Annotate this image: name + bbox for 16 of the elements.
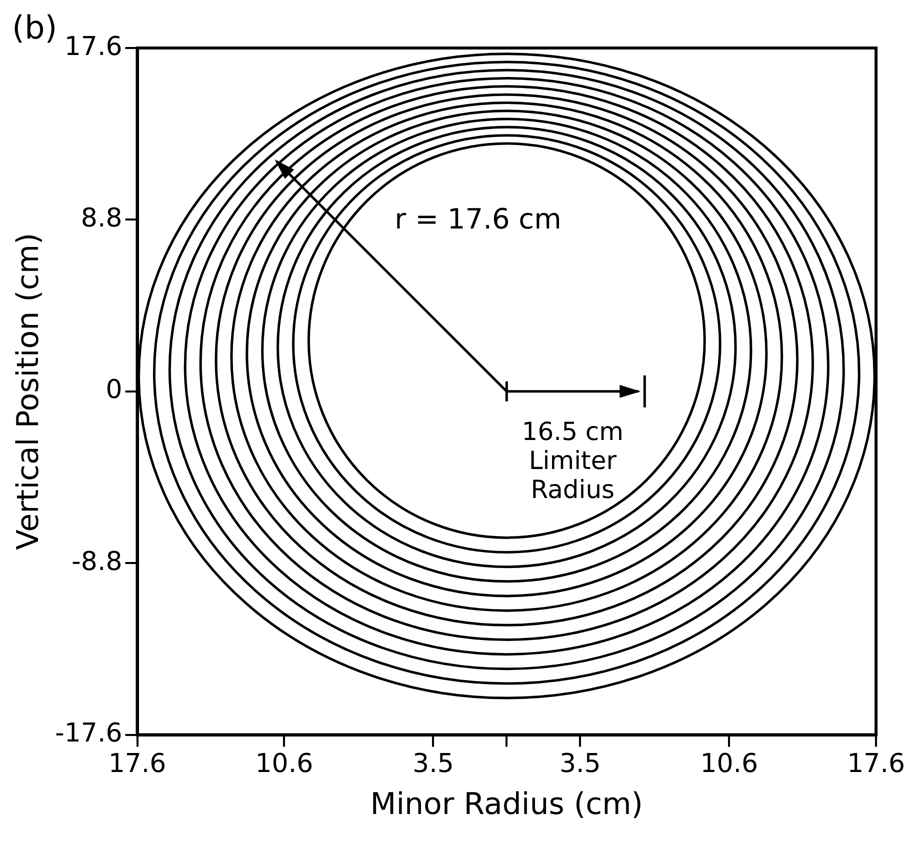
x-tick-label: 17.6	[108, 749, 166, 780]
y-tick-label: 17.6	[64, 32, 122, 62]
y-tick-label: -8.8	[72, 546, 122, 577]
annotation: r = 17.6 cm	[394, 202, 562, 236]
y-axis-title: Vertical Position (cm)	[10, 232, 46, 550]
x-tick-label: 10.6	[700, 749, 758, 780]
y-tick-label: 0	[106, 375, 122, 406]
x-tick-label: 10.6	[255, 749, 314, 780]
y-tick-label: 8.8	[80, 203, 122, 234]
x-tick-label: 17.6	[847, 749, 905, 780]
annotation: 16.5 cm Limiter Radius	[522, 416, 624, 504]
x-axis-title: Minor Radius (cm)	[370, 786, 644, 822]
x-tick-label: 3.5	[412, 749, 454, 780]
x-tick-label: 3.5	[559, 749, 601, 780]
y-tick-label: -17.6	[54, 718, 122, 749]
text: (b)	[12, 8, 58, 46]
